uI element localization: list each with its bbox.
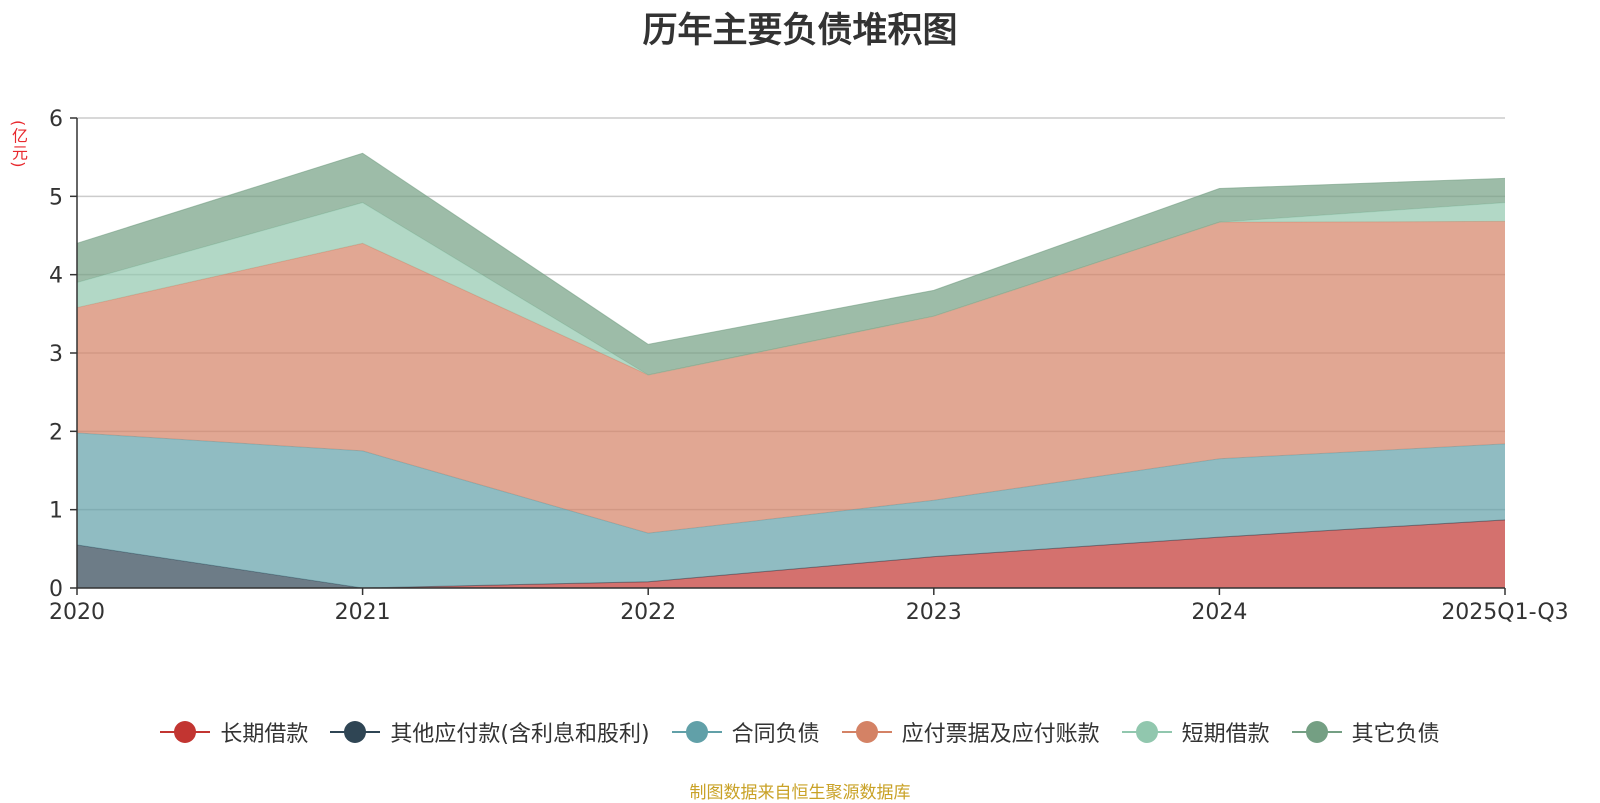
chart-title: 历年主要负债堆积图 xyxy=(642,11,958,51)
x-tick-label-4: 2024 xyxy=(1191,600,1247,625)
legend-label: 长期借款 xyxy=(220,722,309,747)
stacked-areas xyxy=(76,152,1506,589)
area-series-0 xyxy=(77,519,1505,588)
x-tick-label-0: 2020 xyxy=(49,600,105,625)
legend-label: 合同负债 xyxy=(731,722,820,747)
source-note: 制图数据来自恒生聚源数据库 xyxy=(689,783,911,803)
area-edge-series-5 xyxy=(76,152,1506,345)
y-tick-label-2: 2 xyxy=(49,420,63,445)
legend-item-2[interactable]: 合同负债 xyxy=(671,716,820,748)
x-tick-label-2: 2022 xyxy=(620,600,676,625)
y-axis-unit: (亿元) xyxy=(9,120,28,169)
legend-swatch-icon xyxy=(671,720,722,744)
x-tick-label-1: 2021 xyxy=(335,600,391,625)
y-tick-label-0: 0 xyxy=(49,577,63,602)
area-series-1 xyxy=(77,519,1505,588)
legend-item-4[interactable]: 短期借款 xyxy=(1121,716,1270,748)
legend-swatch-icon xyxy=(841,720,892,744)
legend-label: 短期借款 xyxy=(1181,722,1270,747)
legend-swatch-icon xyxy=(1291,720,1342,744)
legend-swatch-icon xyxy=(160,720,211,744)
area-edge-series-2 xyxy=(76,432,1506,534)
legend-swatch-icon xyxy=(1121,720,1172,744)
x-tick-label-3: 2023 xyxy=(906,600,962,625)
axes: 0 1 2 3 4 5 6 2020 2021 2022 2023 2024 2025Q1-Q3 xyxy=(49,107,1569,625)
legend-swatch-icon xyxy=(330,720,381,744)
y-tick-label-5: 5 xyxy=(49,185,63,210)
x-tick-label-5: 2025Q1-Q3 xyxy=(1441,600,1568,625)
legend-label: 应付票据及应付账款 xyxy=(901,722,1100,747)
legend-item-0[interactable]: 长期借款 xyxy=(160,716,308,748)
area-series-3 xyxy=(77,221,1505,534)
legend-item-1[interactable]: 其他应付款(含利息和股利) xyxy=(330,716,650,748)
legend-label: 其它负债 xyxy=(1351,722,1440,747)
legend-item-5[interactable]: 其它负债 xyxy=(1291,716,1440,748)
y-tick-label-4: 4 xyxy=(49,264,63,289)
y-tick-label-1: 1 xyxy=(49,499,63,524)
legend: 长期借款 其他应付款(含利息和股利) 合同负债 应付票据及应付账款 短期借款 其它负债 xyxy=(0,716,1600,748)
y-tick-label-3: 3 xyxy=(49,342,63,367)
legend-label: 其他应付款(含利息和股利) xyxy=(390,722,650,747)
area-series-5 xyxy=(77,153,1505,375)
y-tick-label-6: 6 xyxy=(49,107,63,132)
legend-item-3[interactable]: 应付票据及应付账款 xyxy=(841,716,1100,748)
